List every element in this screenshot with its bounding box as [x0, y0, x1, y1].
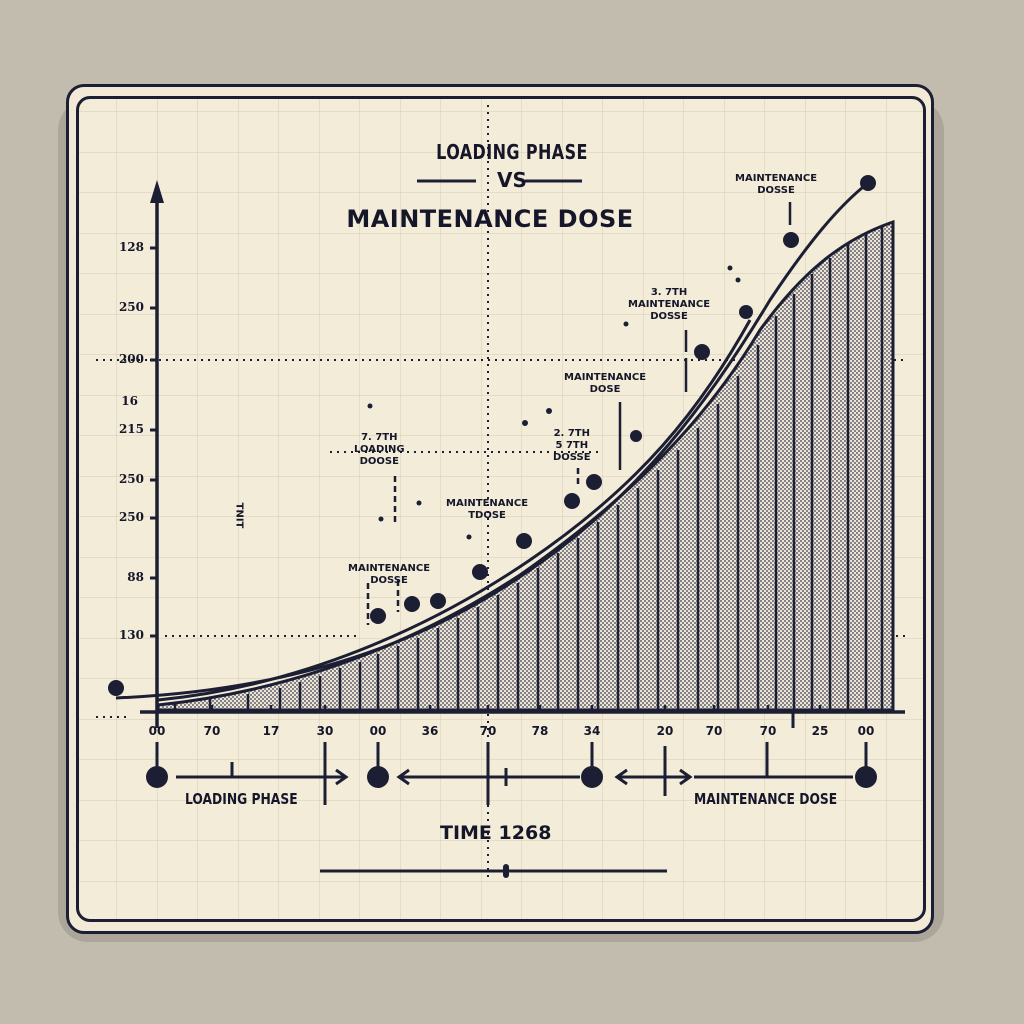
annotation-text: MAINTENANCE — [628, 299, 711, 310]
chart-title-line1: LOADING PHASE — [436, 140, 588, 164]
annotation-2nd-dose: 2. 7TH 5 7TH DOSSE — [553, 428, 591, 464]
annotation-text: DOSSE — [650, 311, 688, 322]
loading-phase-label: LOADING PHASE — [185, 790, 298, 808]
y-tick-label: 88 — [127, 570, 144, 584]
maintenance-area — [156, 219, 895, 712]
y-axis-label: TNIT — [233, 502, 245, 529]
x-tick-label: 78 — [531, 724, 549, 738]
annotation-leaders — [366, 202, 792, 625]
x-axis-label: TIME 1268 — [440, 822, 552, 844]
annotation-text: 5 7TH — [555, 440, 589, 451]
time-slider[interactable] — [320, 864, 667, 878]
maintenance-phase-label: MAINTENANCE DOSE — [694, 790, 838, 808]
annotation-text: DOSSE — [370, 575, 408, 586]
x-tick-label: 00 — [369, 724, 387, 738]
y-tick-marks — [150, 246, 157, 638]
y-tick-label: 16 — [121, 394, 138, 408]
x-tick-marks — [155, 705, 868, 712]
axes — [140, 196, 905, 728]
x-tick-label: 17 — [262, 724, 280, 738]
annotation-7th-loading-dose: 7. 7TH LOADING DOOSE — [354, 432, 405, 468]
y-axis-arrow-icon — [150, 180, 164, 203]
annotation-text: TDOSE — [468, 510, 506, 521]
y-tick-label: 215 — [118, 422, 144, 436]
x-tick-label: 25 — [811, 724, 829, 738]
data-points — [108, 175, 876, 696]
annotation-maintenance-dose-mid: MAINTENANCE DOSE — [564, 372, 646, 396]
time-slider-handle[interactable] — [503, 864, 509, 878]
annotation-text: DOSSE — [553, 452, 591, 463]
x-tick-label: 00 — [148, 724, 166, 738]
x-tick-label: 20 — [656, 724, 674, 738]
y-tick-label: 250 — [118, 300, 144, 314]
y-tick-label: 128 — [118, 240, 144, 254]
annotation-maintenance-dose-top: MAINTENANCE DOSSE — [735, 173, 817, 197]
x-tick-label: 70 — [479, 724, 497, 738]
concentration-curve — [115, 181, 869, 702]
x-tick-label: 70 — [759, 724, 777, 738]
annotation-text: 3. 7TH — [650, 287, 688, 298]
annotation-text: DOSSE — [757, 185, 795, 196]
annotation-maintenance-dose-low: MAINTENANCE DOSSE — [348, 563, 430, 587]
x-tick-label: 70 — [203, 724, 221, 738]
annotation-text: 7. 7TH — [361, 432, 398, 443]
annotation-text: DOOSE — [359, 456, 399, 467]
chart-title-line2: VS — [497, 168, 527, 192]
chart-title-line3: MAINTENANCE DOSE — [346, 205, 634, 233]
annotation-text: MAINTENANCE — [446, 498, 529, 509]
x-tick-label: 70 — [705, 724, 723, 738]
phase-timeline — [155, 712, 868, 805]
x-tick-label: 34 — [583, 724, 601, 738]
x-tick-label: 36 — [421, 724, 439, 738]
y-tick-label: 200 — [118, 352, 144, 366]
annotation-text: MAINTENANCE — [564, 372, 647, 383]
annotation-text: 2. 7TH — [553, 428, 590, 439]
x-tick-label: 00 — [857, 724, 875, 738]
x-tick-label: 30 — [316, 724, 334, 738]
y-tick-label: 250 — [118, 472, 144, 486]
annotation-text: DOSE — [589, 384, 621, 395]
annotation-maintenance-tdose: MAINTENANCE TDOSE — [446, 498, 528, 522]
annotation-text: LOADING — [354, 444, 405, 455]
y-tick-label: 250 — [118, 510, 144, 524]
annotation-3rd-maintenance: 3. 7TH MAINTENANCE DOSSE — [628, 287, 710, 323]
phase-markers — [146, 766, 877, 788]
annotation-text: MAINTENANCE — [348, 563, 431, 574]
y-tick-label: 130 — [118, 628, 144, 642]
annotation-text: MAINTENANCE — [735, 173, 818, 184]
